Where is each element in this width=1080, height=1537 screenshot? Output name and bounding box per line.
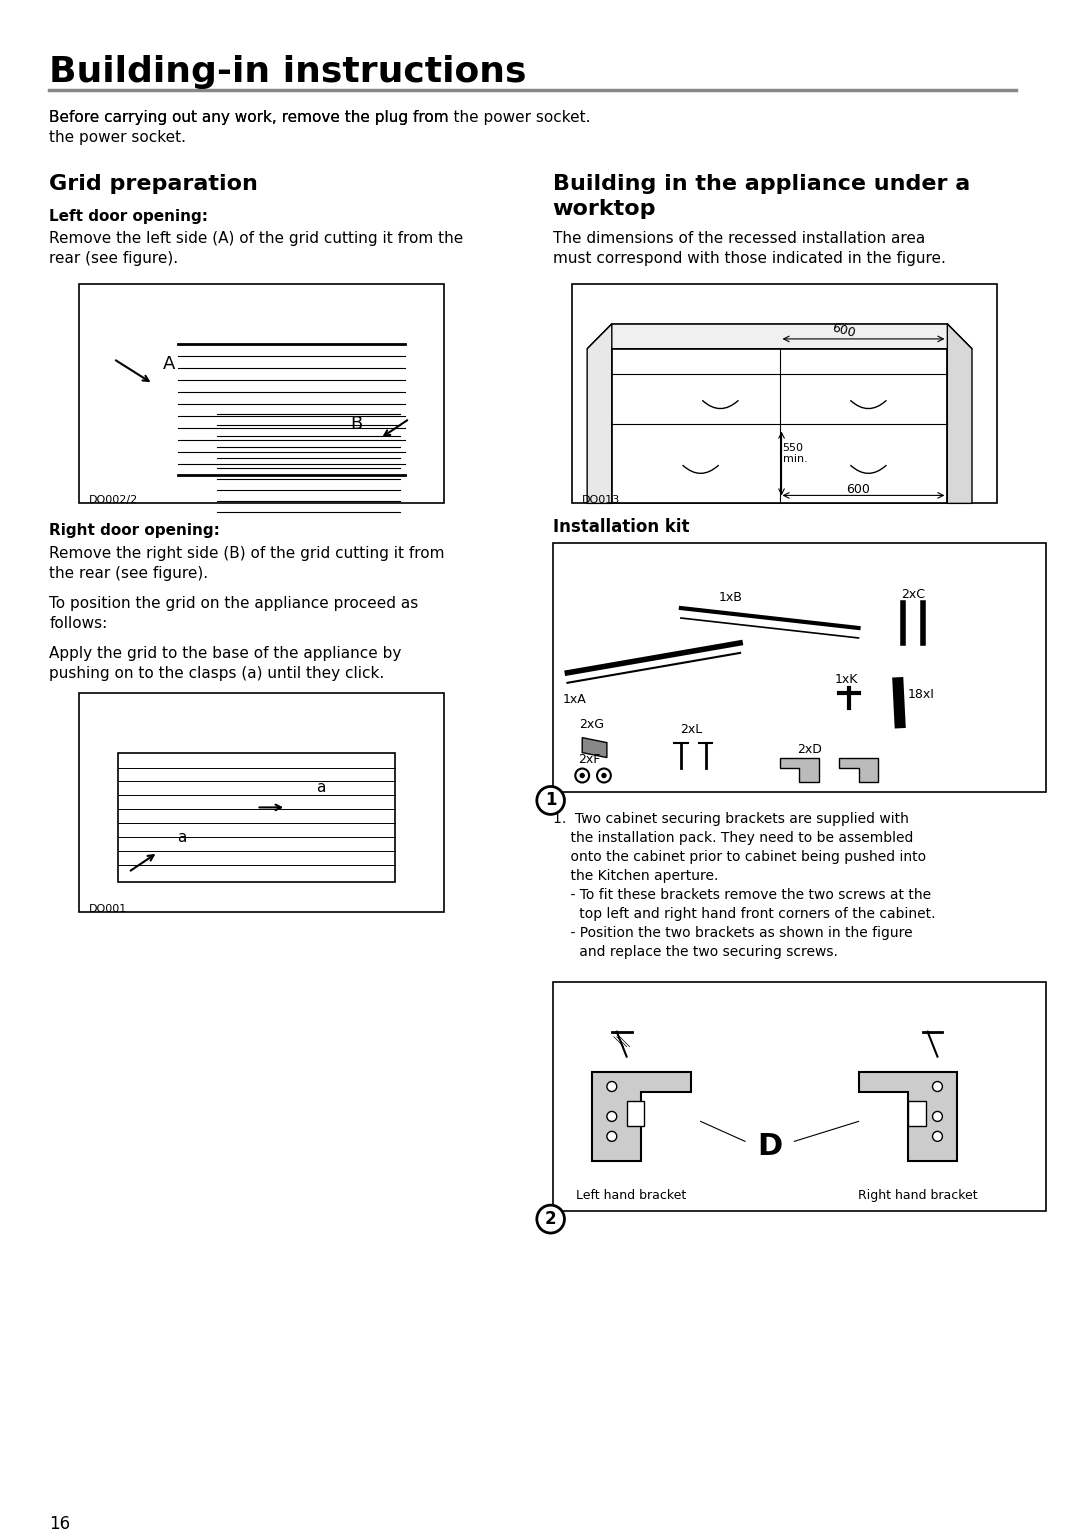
Polygon shape <box>588 324 972 349</box>
Circle shape <box>607 1082 617 1091</box>
Circle shape <box>597 768 611 782</box>
Text: the power socket.: the power socket. <box>50 129 187 144</box>
Bar <box>553 543 1047 793</box>
Text: To position the grid on the appliance proceed as: To position the grid on the appliance pr… <box>50 596 419 612</box>
Bar <box>611 349 947 504</box>
Text: 18xI: 18xI <box>908 687 934 701</box>
Polygon shape <box>780 758 819 782</box>
Text: a: a <box>177 830 187 845</box>
Text: Remove the left side (A) of the grid cutting it from the: Remove the left side (A) of the grid cut… <box>50 231 463 246</box>
Text: A: A <box>163 355 175 373</box>
Circle shape <box>607 1111 617 1122</box>
Text: 550
min.: 550 min. <box>783 443 807 464</box>
Text: 2xG: 2xG <box>580 718 605 730</box>
Text: Before carrying out any work, remove the plug from the power socket.: Before carrying out any work, remove the… <box>50 109 591 124</box>
Bar <box>119 753 394 882</box>
Text: 1xB: 1xB <box>718 592 742 604</box>
Text: and replace the two securing screws.: and replace the two securing screws. <box>553 945 837 959</box>
Circle shape <box>932 1111 943 1122</box>
Text: rear (see figure).: rear (see figure). <box>50 251 178 266</box>
Text: Installation kit: Installation kit <box>553 518 689 536</box>
Text: 1xA: 1xA <box>563 693 586 705</box>
Text: Right door opening:: Right door opening: <box>50 523 220 538</box>
Circle shape <box>576 768 589 782</box>
Polygon shape <box>839 758 878 782</box>
Circle shape <box>537 1205 565 1233</box>
Text: onto the cabinet prior to cabinet being pushed into: onto the cabinet prior to cabinet being … <box>553 850 926 864</box>
Text: The dimensions of the recessed installation area: The dimensions of the recessed installat… <box>553 231 924 246</box>
Text: - Position the two brackets as shown in the figure: - Position the two brackets as shown in … <box>553 925 913 941</box>
Text: Apply the grid to the base of the appliance by: Apply the grid to the base of the applia… <box>50 646 402 661</box>
Text: DO002/2: DO002/2 <box>89 495 138 506</box>
Text: 1.  Two cabinet securing brackets are supplied with: 1. Two cabinet securing brackets are sup… <box>553 813 908 827</box>
Circle shape <box>537 787 565 815</box>
Circle shape <box>602 773 606 778</box>
Text: Building in the appliance under a: Building in the appliance under a <box>553 174 970 195</box>
Circle shape <box>932 1082 943 1091</box>
Text: the rear (see figure).: the rear (see figure). <box>50 566 208 581</box>
Bar <box>79 693 444 911</box>
Text: 600: 600 <box>831 321 856 340</box>
Text: DO013: DO013 <box>582 495 621 506</box>
Text: D: D <box>757 1131 782 1160</box>
Bar <box>908 1102 926 1127</box>
Text: Right hand bracket: Right hand bracket <box>858 1190 977 1202</box>
Text: 600: 600 <box>847 484 870 496</box>
Text: Grid preparation: Grid preparation <box>50 174 258 195</box>
Polygon shape <box>588 324 611 504</box>
Text: 16: 16 <box>50 1515 70 1532</box>
Polygon shape <box>592 1071 691 1162</box>
Text: 1: 1 <box>545 792 556 810</box>
Polygon shape <box>947 324 972 504</box>
Text: 2: 2 <box>544 1210 556 1228</box>
Text: 2xD: 2xD <box>797 742 822 756</box>
Text: top left and right hand front corners of the cabinet.: top left and right hand front corners of… <box>553 907 935 921</box>
Text: Before carrying out any work, remove the plug from: Before carrying out any work, remove the… <box>50 109 449 124</box>
Text: worktop: worktop <box>553 200 657 220</box>
Bar <box>79 284 444 504</box>
Circle shape <box>607 1131 617 1142</box>
Text: pushing on to the clasps (a) until they click.: pushing on to the clasps (a) until they … <box>50 666 384 681</box>
Text: B: B <box>350 415 363 432</box>
Text: must correspond with those indicated in the figure.: must correspond with those indicated in … <box>553 251 945 266</box>
Text: 2xF: 2xF <box>578 753 600 765</box>
Text: the installation pack. They need to be assembled: the installation pack. They need to be a… <box>553 832 913 845</box>
Bar <box>553 982 1047 1211</box>
Text: 2xL: 2xL <box>679 722 702 736</box>
Text: Left door opening:: Left door opening: <box>50 209 208 224</box>
Text: follows:: follows: <box>50 616 108 632</box>
Bar <box>626 1102 645 1127</box>
Text: DO001: DO001 <box>89 904 127 915</box>
Circle shape <box>932 1131 943 1142</box>
Text: 2xC: 2xC <box>901 589 924 601</box>
Text: a: a <box>315 781 325 796</box>
Text: 1xK: 1xK <box>835 673 859 686</box>
Bar <box>572 284 997 504</box>
Text: - To fit these brackets remove the two screws at the: - To fit these brackets remove the two s… <box>553 888 931 902</box>
Text: Left hand bracket: Left hand bracket <box>577 1190 687 1202</box>
Circle shape <box>580 773 584 778</box>
Polygon shape <box>859 1071 957 1162</box>
Text: the Kitchen aperture.: the Kitchen aperture. <box>553 870 718 884</box>
Polygon shape <box>582 738 607 758</box>
Text: Remove the right side (B) of the grid cutting it from: Remove the right side (B) of the grid cu… <box>50 546 445 561</box>
Text: Building-in instructions: Building-in instructions <box>50 55 527 89</box>
